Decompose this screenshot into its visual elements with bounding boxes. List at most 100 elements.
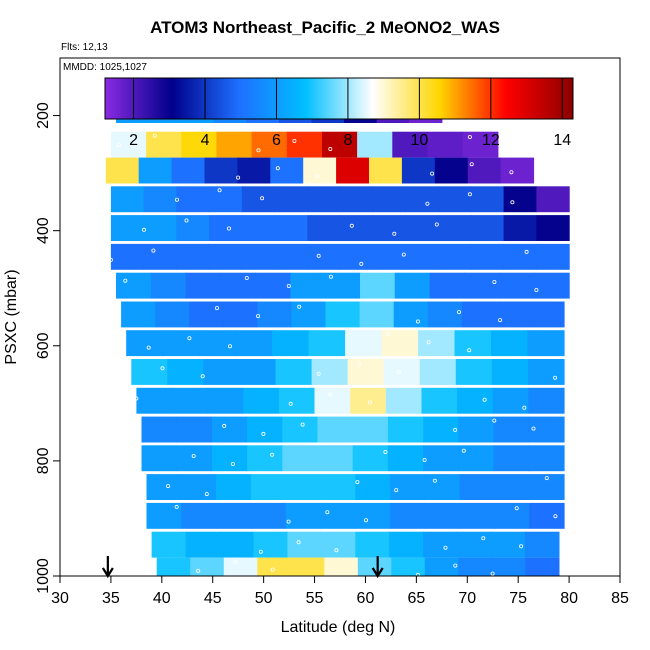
sample-point — [349, 223, 354, 228]
sample-point — [392, 231, 397, 236]
sample-point — [123, 278, 128, 283]
heatmap-cell — [141, 416, 178, 443]
x-tick-label: 70 — [458, 590, 476, 607]
x-tick-label: 35 — [102, 590, 120, 607]
sample-point — [286, 283, 291, 288]
sample-point — [184, 218, 189, 223]
y-axis-label: PSXC (mbar) — [3, 269, 20, 364]
heatmap-cell — [219, 531, 254, 558]
heatmap-cell — [527, 359, 565, 385]
heatmap-cell — [418, 330, 456, 357]
sample-point — [443, 545, 448, 550]
heatmap-cell — [324, 557, 359, 576]
heatmap-cell — [405, 186, 439, 213]
heatmap-cell — [105, 157, 140, 184]
heatmap-cell — [250, 474, 287, 500]
heatmap-cell — [235, 330, 273, 357]
sample-point — [174, 197, 179, 202]
heatmap-cell — [493, 445, 530, 472]
heatmap-cell — [458, 416, 495, 443]
dates-annotation: MMDD: 1025,1027 — [63, 62, 147, 73]
sample-point — [187, 336, 192, 341]
heatmap-cell — [325, 301, 361, 328]
heatmap-cell — [143, 243, 177, 270]
heatmap-cell — [314, 387, 351, 414]
sample-point — [544, 476, 549, 481]
heatmap-cell — [340, 243, 374, 270]
heatmap-cell — [290, 557, 325, 576]
sample-point — [524, 249, 529, 254]
sample-point — [425, 201, 430, 206]
x-tick-label: 50 — [255, 590, 273, 607]
heatmap-cell — [290, 272, 326, 299]
x-tick-label: 55 — [306, 590, 324, 607]
sample-point — [270, 452, 275, 457]
x-tick-label: 75 — [509, 590, 527, 607]
heatmap-cell — [421, 387, 458, 414]
sample-point — [275, 166, 280, 171]
heatmap-cell — [223, 301, 258, 328]
sample-point — [152, 133, 157, 138]
heatmap-cells — [105, 97, 570, 576]
heatmap-cell — [172, 387, 209, 414]
heatmap-cell — [457, 387, 494, 414]
heatmap-cell — [390, 474, 426, 500]
heatmap-cell — [491, 557, 526, 576]
heatmap-cell — [176, 215, 210, 241]
heatmap-cell — [491, 359, 529, 385]
heatmap-cell — [525, 531, 560, 558]
heatmap-cell — [461, 301, 497, 328]
heatmap-cell — [204, 157, 238, 184]
heatmap-cell — [308, 330, 346, 357]
x-tick-label: 30 — [51, 590, 69, 607]
sample-point — [509, 170, 514, 175]
heatmap-cell — [528, 416, 565, 443]
sample-point — [286, 519, 291, 524]
sample-point — [434, 222, 439, 227]
sample-point — [426, 340, 431, 345]
heatmap-cell — [457, 531, 492, 558]
sample-point — [422, 457, 427, 462]
heatmap-cell — [211, 416, 248, 443]
colorbar-tick-label: 2 — [129, 132, 138, 149]
heatmap-cell — [355, 531, 390, 558]
sample-point — [191, 453, 196, 458]
heatmap-cell — [274, 243, 308, 270]
heatmap-cell — [110, 186, 145, 213]
sample-point — [367, 400, 372, 405]
heatmap-cell — [529, 474, 565, 500]
heatmap-cell — [360, 272, 396, 299]
heatmap-cell — [241, 243, 276, 270]
heatmap-cell — [146, 474, 182, 500]
heatmap-cell — [211, 445, 248, 472]
sample-point — [481, 536, 486, 541]
sample-point — [394, 488, 399, 493]
sample-point — [315, 174, 320, 179]
heatmap-cell — [237, 157, 271, 184]
sample-point — [236, 175, 241, 180]
sample-point — [328, 146, 333, 151]
sample-point — [396, 370, 401, 375]
heatmap-cell — [495, 301, 531, 328]
heatmap-cell — [239, 359, 277, 385]
heatmap-cell — [320, 474, 356, 500]
heatmap-cell — [383, 359, 421, 385]
heatmap-cell — [325, 272, 361, 299]
sample-point — [227, 344, 232, 349]
heatmap-cell — [278, 387, 316, 414]
colorbar-gradient — [104, 77, 574, 120]
heatmap-cell — [171, 157, 206, 184]
sample-point — [514, 506, 519, 511]
heatmap-cell — [241, 215, 276, 241]
heatmap-cell — [282, 445, 319, 472]
heatmap-cell — [141, 445, 178, 472]
heatmap-cell — [423, 531, 458, 558]
heatmap-cell — [381, 330, 419, 357]
y-tick-label: 600 — [35, 332, 52, 359]
heatmap-cell — [146, 131, 182, 158]
heatmap-cell — [470, 215, 505, 241]
heatmap-cell — [372, 215, 406, 241]
sample-point — [256, 148, 261, 153]
heatmap-cell — [525, 557, 560, 576]
heatmap-cell — [116, 272, 152, 299]
